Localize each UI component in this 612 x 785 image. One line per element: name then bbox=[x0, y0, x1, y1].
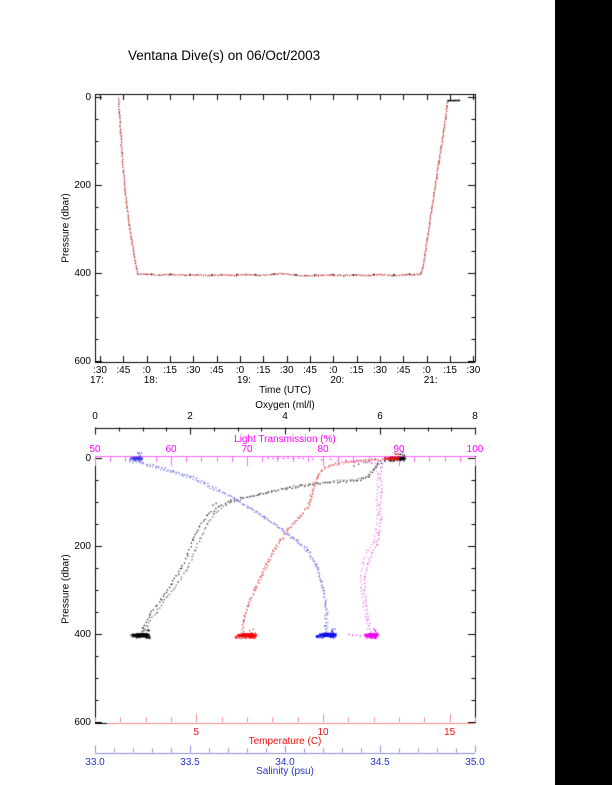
figure-title: Ventana Dive(s) on 06/Oct/2003 bbox=[128, 48, 321, 63]
oxygen-tick-label: 8 bbox=[472, 411, 478, 422]
light-transmission-tick-label: 70 bbox=[241, 444, 253, 455]
pressure-tick-label-bottom: 0 bbox=[85, 452, 91, 464]
salinity-tick-label: 34.0 bbox=[275, 757, 295, 768]
time-tick-label: :0 bbox=[422, 365, 431, 376]
light-transmission-tick-label: 60 bbox=[165, 444, 177, 455]
temperature-tick-label: 15 bbox=[444, 727, 456, 738]
hour-tick-label: 17: bbox=[90, 375, 104, 386]
temperature-tick-label: 5 bbox=[193, 727, 200, 738]
pressure-tick-label-bottom: 200 bbox=[74, 540, 91, 552]
oxygen-tick-label: 0 bbox=[92, 411, 98, 422]
time-tick-label: :0 bbox=[142, 365, 151, 376]
hour-tick-label: 19: bbox=[237, 375, 251, 386]
time-tick-label: :0 bbox=[235, 365, 245, 376]
time-tick-label: :15 bbox=[443, 365, 457, 376]
right-black-strip bbox=[555, 0, 612, 785]
pressure-tick-label-bottom: 400 bbox=[74, 628, 91, 640]
temperature-axis-label: Temperature (C) bbox=[248, 736, 322, 747]
light-transmission-axis-label: Light Transmission (%) bbox=[234, 434, 336, 445]
time-tick-label: :30 bbox=[186, 365, 201, 376]
pressure-axis-label-bottom-plot: Pressure (dbar) bbox=[60, 554, 72, 624]
time-tick-label: :45 bbox=[303, 365, 317, 376]
oxygen-tick-label: 4 bbox=[282, 411, 288, 422]
hour-tick-label: 18: bbox=[143, 375, 158, 386]
salinity-axis-label: Salinity (psu) bbox=[256, 766, 314, 777]
oxygen-axis-label: Oxygen (ml/l) bbox=[255, 400, 315, 411]
light-transmission-tick-label: 90 bbox=[393, 444, 405, 455]
time-tick-label: :15 bbox=[256, 365, 271, 376]
pressure-tick-label-top: 200 bbox=[74, 179, 91, 191]
time-tick-label: :0 bbox=[329, 365, 338, 376]
time-tick-label: :30 bbox=[373, 365, 387, 376]
time-tick-label: :30 bbox=[93, 365, 107, 376]
pressure-tick-label-top: 600 bbox=[74, 355, 91, 367]
time-tick-label: :15 bbox=[349, 365, 364, 376]
salinity-tick-label: 35.0 bbox=[465, 757, 485, 768]
pressure-tick-label-top: 0 bbox=[85, 91, 91, 103]
time-axis-label: Time (UTC) bbox=[259, 385, 311, 396]
oxygen-tick-label: 2 bbox=[187, 411, 193, 422]
time-tick-label: :30 bbox=[279, 365, 294, 376]
light-transmission-tick-label: 80 bbox=[317, 444, 329, 455]
pressure-tick-label-top: 400 bbox=[74, 267, 91, 279]
pressure-axis-label-top-plot: Pressure (dbar) bbox=[60, 193, 72, 263]
pressure-tick-label-bottom: 600 bbox=[74, 716, 91, 728]
light-transmission-tick-label: 50 bbox=[89, 444, 101, 455]
time-tick-label: :45 bbox=[396, 365, 411, 376]
light-transmission-tick-label: 100 bbox=[466, 444, 484, 455]
salinity-tick-label: 33.0 bbox=[85, 757, 105, 768]
hour-tick-label: 20: bbox=[330, 375, 345, 386]
time-tick-label: :15 bbox=[163, 365, 177, 376]
time-tick-label: :45 bbox=[209, 365, 224, 376]
salinity-tick-label: 33.5 bbox=[180, 757, 200, 768]
time-tick-label: :30 bbox=[466, 365, 481, 376]
oxygen-tick-label: 6 bbox=[377, 411, 383, 422]
time-tick-label: :45 bbox=[116, 365, 131, 376]
hour-tick-label: 21: bbox=[423, 375, 438, 386]
salinity-tick-label: 34.5 bbox=[370, 757, 390, 768]
temperature-tick-label: 10 bbox=[317, 727, 329, 738]
